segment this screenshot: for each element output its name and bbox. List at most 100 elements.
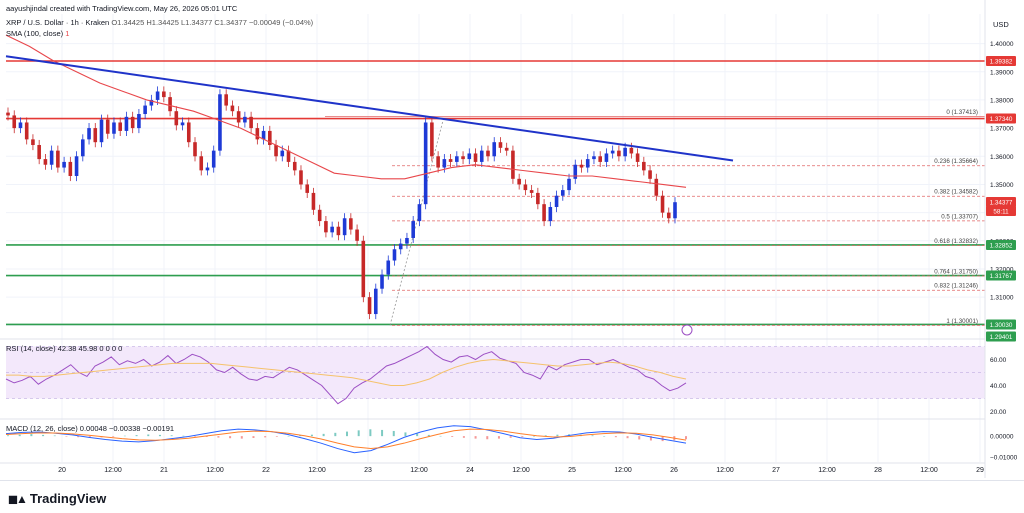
macd-histogram-bar — [404, 432, 407, 437]
tradingview-logo[interactable]: ◼▲ TradingView — [8, 491, 106, 506]
macd-legend[interactable]: MACD (12, 26, close) 0.00048 −0.00338 −0… — [6, 424, 174, 433]
x-tick-label: 21 — [160, 467, 168, 474]
candle-body — [373, 288, 378, 315]
fib-level-label: 0.5 (1.33707) — [941, 213, 978, 220]
y-tick-label: 1.37000 — [990, 126, 1014, 133]
macd-histogram-bar — [182, 435, 185, 437]
price-label-box — [986, 239, 1016, 250]
price-label-text: 1.37340 — [990, 116, 1013, 123]
candle-body — [355, 229, 359, 241]
candle-body — [367, 297, 372, 315]
macd-histogram-bar — [229, 436, 232, 439]
sma-value: 1 — [65, 29, 70, 38]
candle-body — [386, 260, 391, 275]
candle-body — [411, 221, 415, 238]
candle-body — [336, 226, 341, 236]
price-label-box — [986, 331, 1016, 342]
candle-body — [62, 161, 66, 168]
chart-canvas[interactable]: 0 (1.37413) 0.236 (1.35664) 0.382 (1.34582… — [0, 0, 1024, 480]
sma-legend[interactable]: SMA (100, close) 1 — [6, 29, 69, 38]
macd-histogram-bar — [123, 435, 126, 437]
candle-body — [536, 192, 540, 205]
candle-body — [629, 147, 634, 154]
macd-histogram-bar — [299, 435, 302, 437]
rsi-legend[interactable]: RSI (14, close) 42.38 45.98 0 0 0 0 — [6, 344, 122, 353]
candle-body — [268, 130, 272, 146]
footer: ◼▲ TradingView — [0, 480, 1024, 513]
macd-histogram-bar — [591, 435, 594, 437]
y-tick-label: 1.40000 — [990, 41, 1014, 48]
macd-histogram-bar — [614, 436, 617, 438]
candle-body — [461, 156, 465, 160]
macd-histogram-bar — [381, 429, 384, 437]
y-tick-label: 1.31000 — [990, 295, 1014, 302]
candle-body — [112, 122, 116, 134]
macd-label: MACD (12, 26, close) 0.00048 −0.00338 −0… — [6, 424, 175, 433]
candle-body — [673, 202, 677, 219]
y-tick-label: 1.35000 — [990, 182, 1014, 189]
fib-level-label: 0 (1.37413) — [946, 109, 978, 116]
macd-line — [5, 425, 687, 454]
price-label-text: 58:11 — [993, 209, 1009, 216]
candle-body — [498, 142, 503, 148]
candle-body — [617, 150, 621, 157]
macd-histogram-bar — [287, 435, 290, 437]
candle-body — [311, 192, 316, 210]
candle-body — [137, 114, 141, 129]
fib-level-label: 0.832 (1.31246) — [934, 283, 978, 290]
brand-name: TradingView — [29, 491, 107, 506]
price-label-text: 1.31767 — [990, 273, 1013, 280]
candle-body — [548, 206, 553, 222]
candle-body — [74, 156, 79, 176]
x-tick-label: 12:00 — [308, 467, 326, 474]
macd-tick-label: −0.01000 — [990, 454, 1018, 461]
candle-body — [199, 156, 204, 171]
candle-body — [517, 178, 521, 185]
candle-body — [274, 145, 278, 157]
symbol-label[interactable]: XRP / U.S. Dollar · 1h · Kraken — [6, 18, 110, 27]
price-label-box — [986, 319, 1016, 330]
candle-body — [18, 122, 23, 129]
x-tick-label: 25 — [568, 467, 576, 474]
candle-body — [193, 142, 197, 157]
macd-histogram-bar — [649, 436, 652, 441]
x-tick-label: 29 — [976, 467, 984, 474]
macd-histogram-bar — [18, 434, 21, 437]
y-tick-label: 1.39000 — [990, 69, 1014, 76]
macd-signal-line — [5, 428, 687, 450]
candle-body — [448, 159, 453, 162]
x-tick-label: 12:00 — [410, 467, 428, 474]
candle-body — [330, 226, 334, 233]
candle-body — [305, 184, 310, 193]
macd-histogram-bar — [77, 436, 80, 438]
candle-body — [118, 122, 123, 131]
macd-histogram-bar — [556, 434, 559, 437]
event-marker-icon — [681, 324, 693, 336]
macd-histogram-bar — [334, 432, 337, 437]
candle-body — [124, 116, 129, 131]
x-tick-label: 12:00 — [512, 467, 530, 474]
macd-histogram-bar — [65, 436, 68, 437]
macd-tick-label: 0.00000 — [990, 434, 1014, 441]
macd-histogram-bar — [135, 435, 138, 437]
macd-histogram-bar — [392, 430, 395, 437]
macd-histogram-bar — [521, 436, 524, 437]
x-tick-label: 20 — [58, 467, 66, 474]
candle-body — [342, 218, 347, 236]
candle-body — [610, 150, 615, 154]
candle-body — [168, 97, 172, 112]
fib-level-label: 0.236 (1.35664) — [934, 158, 978, 165]
candle-body — [635, 153, 640, 162]
macd-histogram-bar — [217, 436, 220, 438]
candle-body — [49, 150, 54, 165]
candle-body — [224, 94, 228, 106]
x-tick-label: 12:00 — [206, 467, 224, 474]
fib-level-label: 0.618 (1.32832) — [934, 238, 978, 245]
candle-body — [143, 105, 147, 115]
candle-body — [280, 150, 285, 157]
candle-body — [99, 119, 104, 143]
candle-body — [81, 139, 85, 157]
candle-body — [155, 91, 160, 100]
candle-body — [230, 105, 235, 112]
candle-body — [567, 178, 571, 191]
